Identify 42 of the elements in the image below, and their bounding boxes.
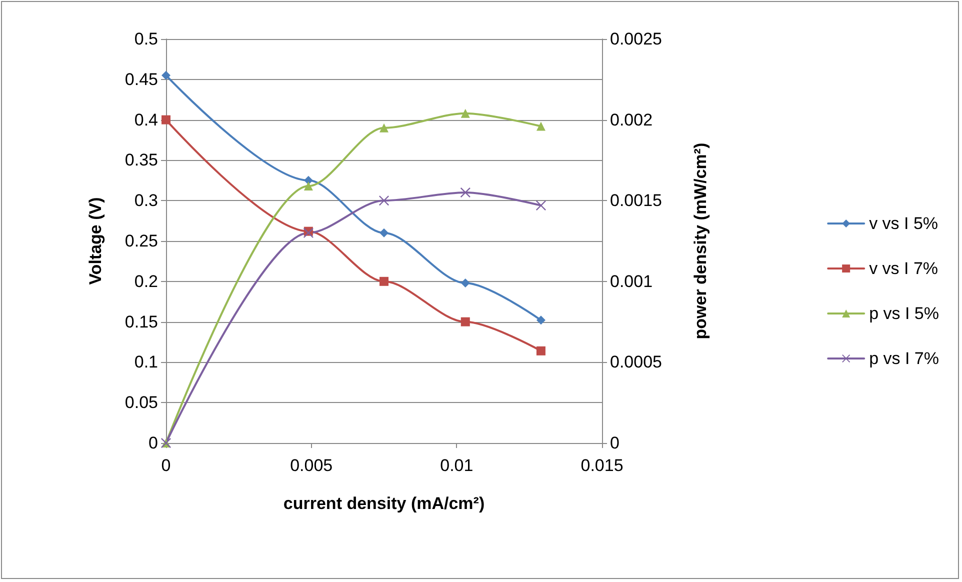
y-tick-label: 0.3: [134, 191, 158, 210]
y-tick-label: 0.35: [124, 150, 158, 170]
y-tick-label: 0.4: [134, 110, 158, 130]
point: [380, 123, 388, 132]
point: [460, 188, 470, 198]
point: [460, 278, 470, 288]
point: [304, 182, 313, 191]
y-tick-label: 0: [148, 434, 158, 452]
legend-label: p vs I 5%: [869, 304, 940, 323]
x-axis-title: current density (mA/cm²): [283, 494, 485, 513]
point: [536, 122, 546, 131]
x-tick-label: 0.005: [290, 456, 333, 475]
point: [460, 108, 470, 118]
point: [380, 276, 388, 286]
y-tick-label: 0.05: [124, 393, 158, 412]
y-tick-label: 0.1: [134, 352, 158, 372]
point: [304, 176, 313, 185]
legend-label: p vs I 7%: [869, 349, 940, 368]
y2-axis-title: power density (mW/cm²): [691, 142, 710, 340]
y-tick-label: 0.5: [134, 30, 158, 48]
y-axis-title: Voltage (V): [86, 197, 105, 285]
y2-tick-label: 0.002: [610, 110, 653, 130]
y-tick-label: 0.15: [124, 312, 158, 332]
point: [536, 346, 546, 356]
x-tick-label: 0: [161, 456, 171, 475]
y-tick-label: 0.45: [124, 70, 158, 89]
legend-label: v vs I 7%: [869, 259, 938, 278]
y2-tick-label: 0.0025: [610, 30, 662, 48]
x-tick-label: 0.015: [580, 456, 624, 475]
point: [536, 200, 546, 210]
y2-tick-label: 0.0005: [610, 352, 662, 372]
point: [536, 316, 546, 325]
point: [460, 317, 470, 326]
y-tick-label: 0.25: [124, 232, 158, 250]
y2-tick-label: 0.0015: [610, 191, 662, 210]
x-tick-label: 0.01: [440, 456, 474, 475]
point: [379, 196, 389, 206]
y-tick-label: 0.2: [134, 272, 158, 291]
y2-tick-label: 0.001: [610, 272, 653, 291]
y2-tick-label: 0: [610, 434, 620, 452]
point: [380, 228, 388, 238]
legend-label: v vs I 5%: [869, 214, 938, 233]
